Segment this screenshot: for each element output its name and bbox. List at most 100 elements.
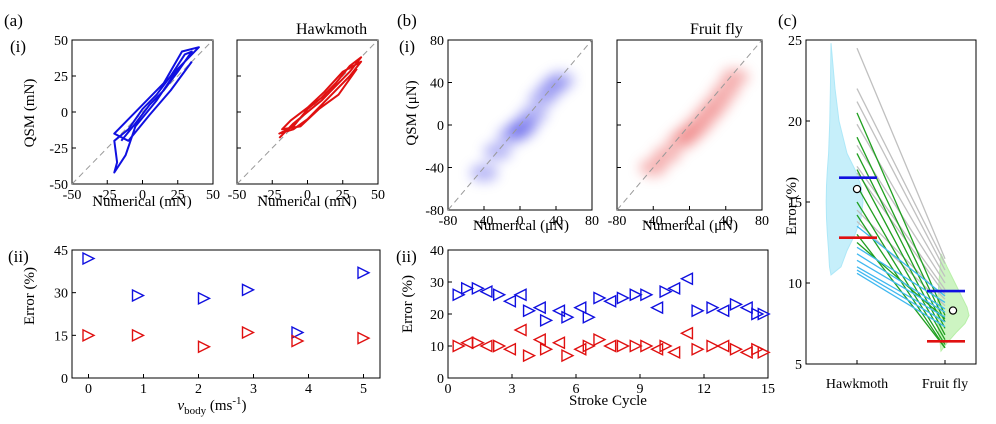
b_ii-blue-marker xyxy=(532,300,546,315)
b_ii-blue-marker xyxy=(739,300,753,315)
b_ii-red-marker xyxy=(616,339,630,353)
c-mean-fruitfly xyxy=(948,306,958,315)
b_ii-blue-marker xyxy=(479,284,493,299)
b_ii-blue-marker xyxy=(573,300,587,315)
c-pair-line-green xyxy=(856,153,946,329)
a_i-red-loop xyxy=(278,56,363,139)
c-pair-line-light_blue xyxy=(856,269,946,323)
b_i-diagonal xyxy=(447,39,593,211)
b_ii-red-marker xyxy=(706,339,720,353)
vbody-symbol: v xyxy=(177,398,184,414)
a_ii-blue-marker xyxy=(357,266,371,280)
b_ii-blue-marker xyxy=(667,281,681,296)
a_ii-blue-marker xyxy=(131,288,146,303)
b_ii-red-marker xyxy=(691,342,705,356)
b_i-xtick-label: -80 xyxy=(439,214,458,229)
b_i-xtick-label: 0 xyxy=(686,214,693,229)
b_i-diagonal xyxy=(616,39,763,211)
b_i-xtick-label: 80 xyxy=(585,214,599,229)
b_ii-blue-marker xyxy=(493,288,507,302)
a_ii-ytick-label: 45 xyxy=(54,244,68,259)
a_ii-xtick-label: 0 xyxy=(85,382,92,397)
a_i-ytick-label: -50 xyxy=(49,178,68,193)
a_ii-xtick-label: 5 xyxy=(360,382,367,397)
panel-b-sub-i: (i) xyxy=(399,37,415,56)
c-pair-line-light_blue xyxy=(856,246,946,303)
c-ytick-label: 15 xyxy=(788,196,802,211)
b_i-red-density xyxy=(639,68,749,177)
b_ii-blue-marker xyxy=(757,307,771,321)
a_i-diagonal xyxy=(71,39,214,185)
b_ii-blue-marker xyxy=(616,291,630,305)
a_i-xtick-label: -25 xyxy=(98,188,117,203)
b_ii-blue-marker xyxy=(751,307,765,321)
b_ii-frame xyxy=(447,249,769,379)
b_i-ytick-label: 80 xyxy=(430,34,444,49)
b_ii-red-marker xyxy=(561,348,575,363)
b_i-ytick-label: -80 xyxy=(425,204,444,219)
a_ii-ytick-label: 0 xyxy=(61,372,68,387)
b_ii-blue-marker xyxy=(659,284,673,299)
a-i-xlabel-left: Numerical (mN) xyxy=(92,194,192,210)
a_i-xtick-label: -50 xyxy=(228,188,247,203)
a_ii-ytick-label: 30 xyxy=(54,287,68,302)
a_i-xtick-label: 50 xyxy=(206,188,220,203)
a_ii-red-marker xyxy=(197,340,212,354)
b_ii-red-marker xyxy=(659,339,673,353)
b_ii-blue-marker xyxy=(640,288,654,302)
b_ii-red-marker xyxy=(603,339,617,353)
vbody-unit: (ms xyxy=(206,398,232,414)
a_ii-red-marker xyxy=(131,328,146,342)
a_ii-red-marker xyxy=(291,334,305,348)
panel-b-label: (b) xyxy=(397,11,417,30)
hawkmoth-title: Hawkmoth xyxy=(296,21,367,38)
b_ii-xtick-label: 0 xyxy=(445,382,452,397)
b_i-blue-blob xyxy=(483,142,512,161)
a_i-xtick-label: 0 xyxy=(304,188,311,203)
c-pair-line-light_blue xyxy=(856,253,946,310)
c-xtick-label-fruitfly: Fruit fly xyxy=(922,377,968,392)
b_ii-red-marker xyxy=(650,342,664,356)
a_i-xtick-label: 25 xyxy=(336,188,350,203)
b_ii-red-marker xyxy=(513,323,527,337)
c-pair-line-light_blue xyxy=(856,259,946,313)
panel-a-sub-i: (i) xyxy=(10,37,26,56)
b_ii-xtick-label: 6 xyxy=(573,382,580,397)
a_i-xtick-label: -25 xyxy=(263,188,282,203)
b_ii-red-marker xyxy=(471,336,485,350)
c-pair-line-gray xyxy=(856,165,946,290)
c-violin-hawkmoth xyxy=(825,43,864,276)
panel-c-label: (c) xyxy=(778,11,797,30)
c-pair-line-gray xyxy=(856,47,946,259)
b_ii-blue-marker xyxy=(502,294,517,308)
a-ii-xlabel: vbody (ms-1) xyxy=(177,395,246,417)
b_i-xtick-label: -40 xyxy=(475,214,494,229)
a_i-xtick-label: 25 xyxy=(171,188,185,203)
c-pair-line-green xyxy=(856,242,946,320)
vbody-sub: body xyxy=(184,405,207,417)
a_i-ytick-label: 0 xyxy=(61,106,68,121)
b_i-red-blob xyxy=(711,82,740,100)
a_ii-blue-marker xyxy=(82,251,96,266)
vbody-exp: -1 xyxy=(232,395,241,407)
b-ii-ylabel: Error (%) xyxy=(400,275,416,333)
b_i-ytick-label: 40 xyxy=(430,77,444,92)
b_ii-blue-marker xyxy=(522,304,537,318)
c-pair-line-green xyxy=(856,234,946,349)
b_i-xtick-label: -80 xyxy=(608,214,627,229)
b_ii-red-marker xyxy=(667,345,681,360)
b_i-xtick-label: 40 xyxy=(549,214,563,229)
b_ii-red-marker xyxy=(539,342,554,356)
c-ytick-label: 10 xyxy=(788,277,802,292)
c-xtick-label-hawkmoth: Hawkmoth xyxy=(826,377,888,392)
b_ii-blue-marker xyxy=(706,300,720,315)
c-pair-line-gray xyxy=(856,88,946,264)
panel-a-sub-ii: (ii) xyxy=(8,247,29,266)
b_ii-red-marker xyxy=(493,339,507,353)
b_ii-red-marker xyxy=(522,348,537,363)
b_ii-blue-marker xyxy=(551,304,566,318)
b_ii-blue-marker xyxy=(513,288,527,302)
b_ii-blue-marker xyxy=(593,291,607,305)
b_ii-red-marker xyxy=(629,339,643,353)
